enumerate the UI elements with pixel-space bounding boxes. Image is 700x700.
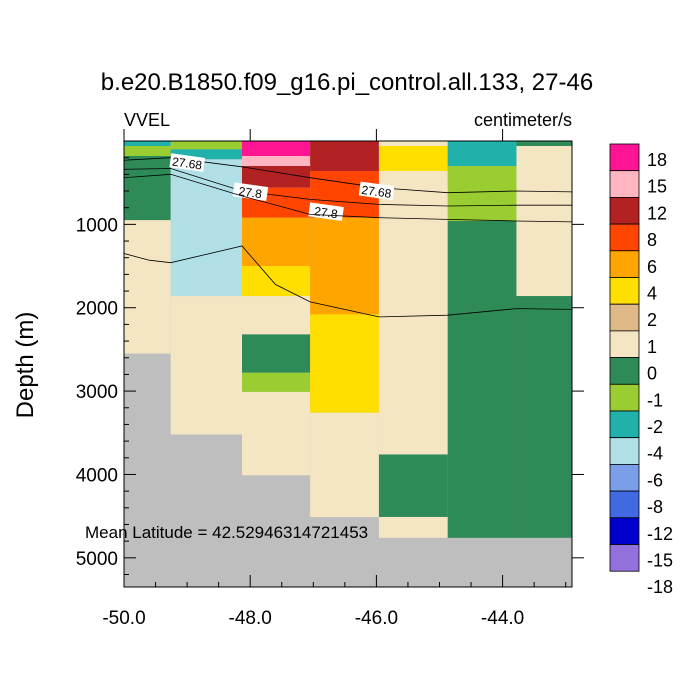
svg-text:27.68: 27.68 (171, 154, 203, 172)
x-tick-label-0: -50.0 (102, 608, 145, 629)
data-cell-31 (516, 141, 572, 147)
data-cell-18 (310, 141, 379, 172)
chart-title: b.e20.B1850.f09_g16.pi_control.all.133, … (101, 69, 593, 96)
data-cell-9 (241, 156, 311, 167)
contour-label-1-1: 27.8 (308, 202, 344, 221)
contour-line-2 (123, 173, 573, 223)
svg-text:27.68: 27.68 (361, 183, 393, 201)
colorbar-label-6: 2 (647, 310, 657, 330)
y-tick-label-4: 5000 (76, 549, 118, 570)
colorbar-box-15 (609, 544, 640, 572)
y-tick-label-3: 4000 (76, 465, 118, 486)
colorbar-box-1 (609, 170, 640, 198)
contour-label-1-0: 27.8 (232, 182, 269, 201)
colorbar-label-16: -18 (647, 577, 673, 597)
data-cell-8 (241, 141, 311, 157)
left-label: VVEL (124, 110, 170, 130)
colorbar-label-4: 6 (647, 257, 657, 277)
colorbar-box-14 (609, 517, 640, 545)
data-cell-22 (310, 412, 379, 517)
colorbar-label-7: 1 (647, 337, 657, 357)
mean-latitude-annotation: Mean Latitude = 42.52946314721453 (85, 523, 368, 542)
contour-lines: 27.68 27.68 27.8 27.8 (123, 153, 573, 318)
y-tick-label-2: 3000 (76, 382, 118, 403)
data-cell-25 (378, 171, 448, 455)
contour-label-0-1: 27.68 (358, 181, 395, 201)
colorbar-label-15: -15 (647, 551, 673, 571)
data-cell-6 (170, 159, 242, 297)
data-cell-10 (241, 166, 311, 188)
data-cell-17 (241, 391, 311, 476)
data-cell-28 (447, 141, 517, 167)
data-cell-14 (241, 296, 311, 335)
colorbar-box-4 (609, 250, 640, 278)
colorbar-label-11: -4 (647, 444, 663, 464)
data-cell-21 (310, 314, 379, 413)
svg-text:27.8: 27.8 (238, 184, 263, 201)
contour-line-3 (123, 245, 573, 318)
data-cell-13 (241, 266, 311, 297)
data-cell-2 (124, 156, 171, 221)
colorbar-box-0 (609, 143, 640, 172)
contour-line-1 (123, 168, 572, 207)
data-cell-3 (124, 220, 171, 354)
data-cell-30 (447, 221, 517, 538)
x-tick-label-2: -46.0 (355, 608, 398, 629)
y-tick-label-0: 1000 (76, 215, 118, 236)
x-tick-label-3: -44.0 (481, 608, 524, 629)
colorbar-box-7 (609, 330, 640, 358)
colorbar-label-13: -8 (647, 497, 663, 517)
colorbar-label-0: 18 (647, 150, 667, 170)
colorbar-box-9 (609, 383, 640, 412)
colorbar-label-12: -6 (647, 470, 663, 490)
colorbar-label-9: -1 (647, 390, 663, 410)
colorbar-label-3: 8 (647, 230, 657, 250)
colorbar-box-6 (609, 303, 640, 332)
colorbar-box-2 (609, 196, 640, 225)
data-cell-0 (124, 141, 171, 147)
axes: -50.0 -48.0 -46.0 -44.0 1000 2000 3000 4000 5000 (76, 129, 584, 629)
colorbar: 18 15 12 8 6 4 2 1 0 -1 -2 -4 -6 -8 -12 -15 -18 (609, 143, 673, 597)
data-cell-5 (170, 149, 242, 160)
colorbar-box-8 (609, 357, 640, 385)
svg-text:27.8: 27.8 (313, 204, 338, 221)
colorbar-box-3 (609, 223, 640, 252)
colorbar-box-10 (609, 410, 640, 439)
data-cell-15 (241, 334, 311, 373)
colorbar-label-10: -2 (647, 417, 663, 437)
data-cell-1 (124, 146, 171, 157)
data-cell-20 (310, 217, 379, 315)
y-tick-label-1: 2000 (76, 299, 118, 320)
data-cell-27 (378, 516, 448, 538)
data-cell-12 (241, 217, 311, 267)
contour-label-0-0: 27.68 (169, 153, 206, 173)
colorbar-label-5: 4 (647, 284, 657, 304)
y-axis-label: Depth (m) (12, 312, 39, 419)
colorbar-box-12 (609, 463, 640, 492)
colorbar-box-5 (609, 277, 640, 305)
colorbar-label-2: 12 (647, 203, 667, 223)
colorbar-label-14: -12 (647, 524, 673, 544)
colorbar-label-1: 15 (647, 177, 667, 197)
data-cell-4 (170, 141, 242, 150)
data-cell-7 (170, 296, 242, 435)
colorbar-box-13 (609, 490, 640, 519)
data-cell-24 (378, 146, 448, 172)
data-cell-29 (447, 166, 517, 222)
right-label: centimeter/s (474, 110, 572, 130)
plot-frame (123, 140, 573, 588)
data-cell-23 (378, 141, 448, 147)
colorbar-box-11 (609, 437, 640, 465)
plot-area (124, 141, 572, 587)
colorbar-label-8: 0 (647, 364, 657, 384)
data-cell-33 (516, 296, 572, 538)
data-cell-16 (241, 372, 311, 392)
data-cell-26 (378, 454, 448, 517)
x-tick-label-1: -48.0 (229, 608, 272, 629)
